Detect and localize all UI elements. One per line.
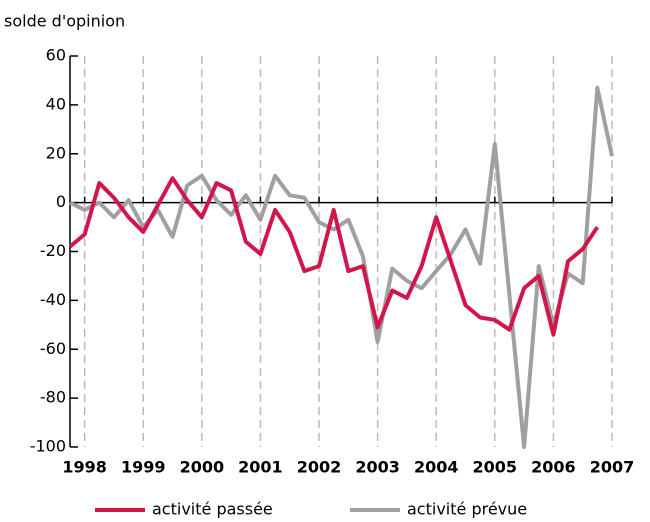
legend-label: activité prévue <box>407 500 527 519</box>
y-tick-label: 40 <box>46 94 66 113</box>
x-tick-label: 2002 <box>297 458 342 477</box>
y-tick-label: -60 <box>40 339 66 358</box>
y-tick-label: -80 <box>40 388 66 407</box>
x-tick-label: 1999 <box>121 458 166 477</box>
x-tick-label: 2006 <box>531 458 576 477</box>
x-tick-label: 2000 <box>180 458 225 477</box>
y-tick-label: -20 <box>40 241 66 260</box>
data-line <box>69 85 614 449</box>
x-tick-label: 2003 <box>355 458 400 477</box>
y-tick-label: 20 <box>46 143 66 162</box>
x-tick-label: 2005 <box>473 458 518 477</box>
y-tick-label: -40 <box>40 290 66 309</box>
y-tick-label: 0 <box>56 192 66 211</box>
data-line <box>68 176 600 337</box>
y-tick-label: 60 <box>46 46 66 65</box>
x-tick-label: 1998 <box>62 458 107 477</box>
x-tick-label: 2001 <box>238 458 283 477</box>
y-tick-label: -100 <box>30 437 66 456</box>
x-tick-label: 2007 <box>590 458 635 477</box>
x-tick-label: 2004 <box>414 458 459 477</box>
y-axis-title: solde d'opinion <box>4 12 125 31</box>
legend-label: activité passée <box>152 500 273 519</box>
